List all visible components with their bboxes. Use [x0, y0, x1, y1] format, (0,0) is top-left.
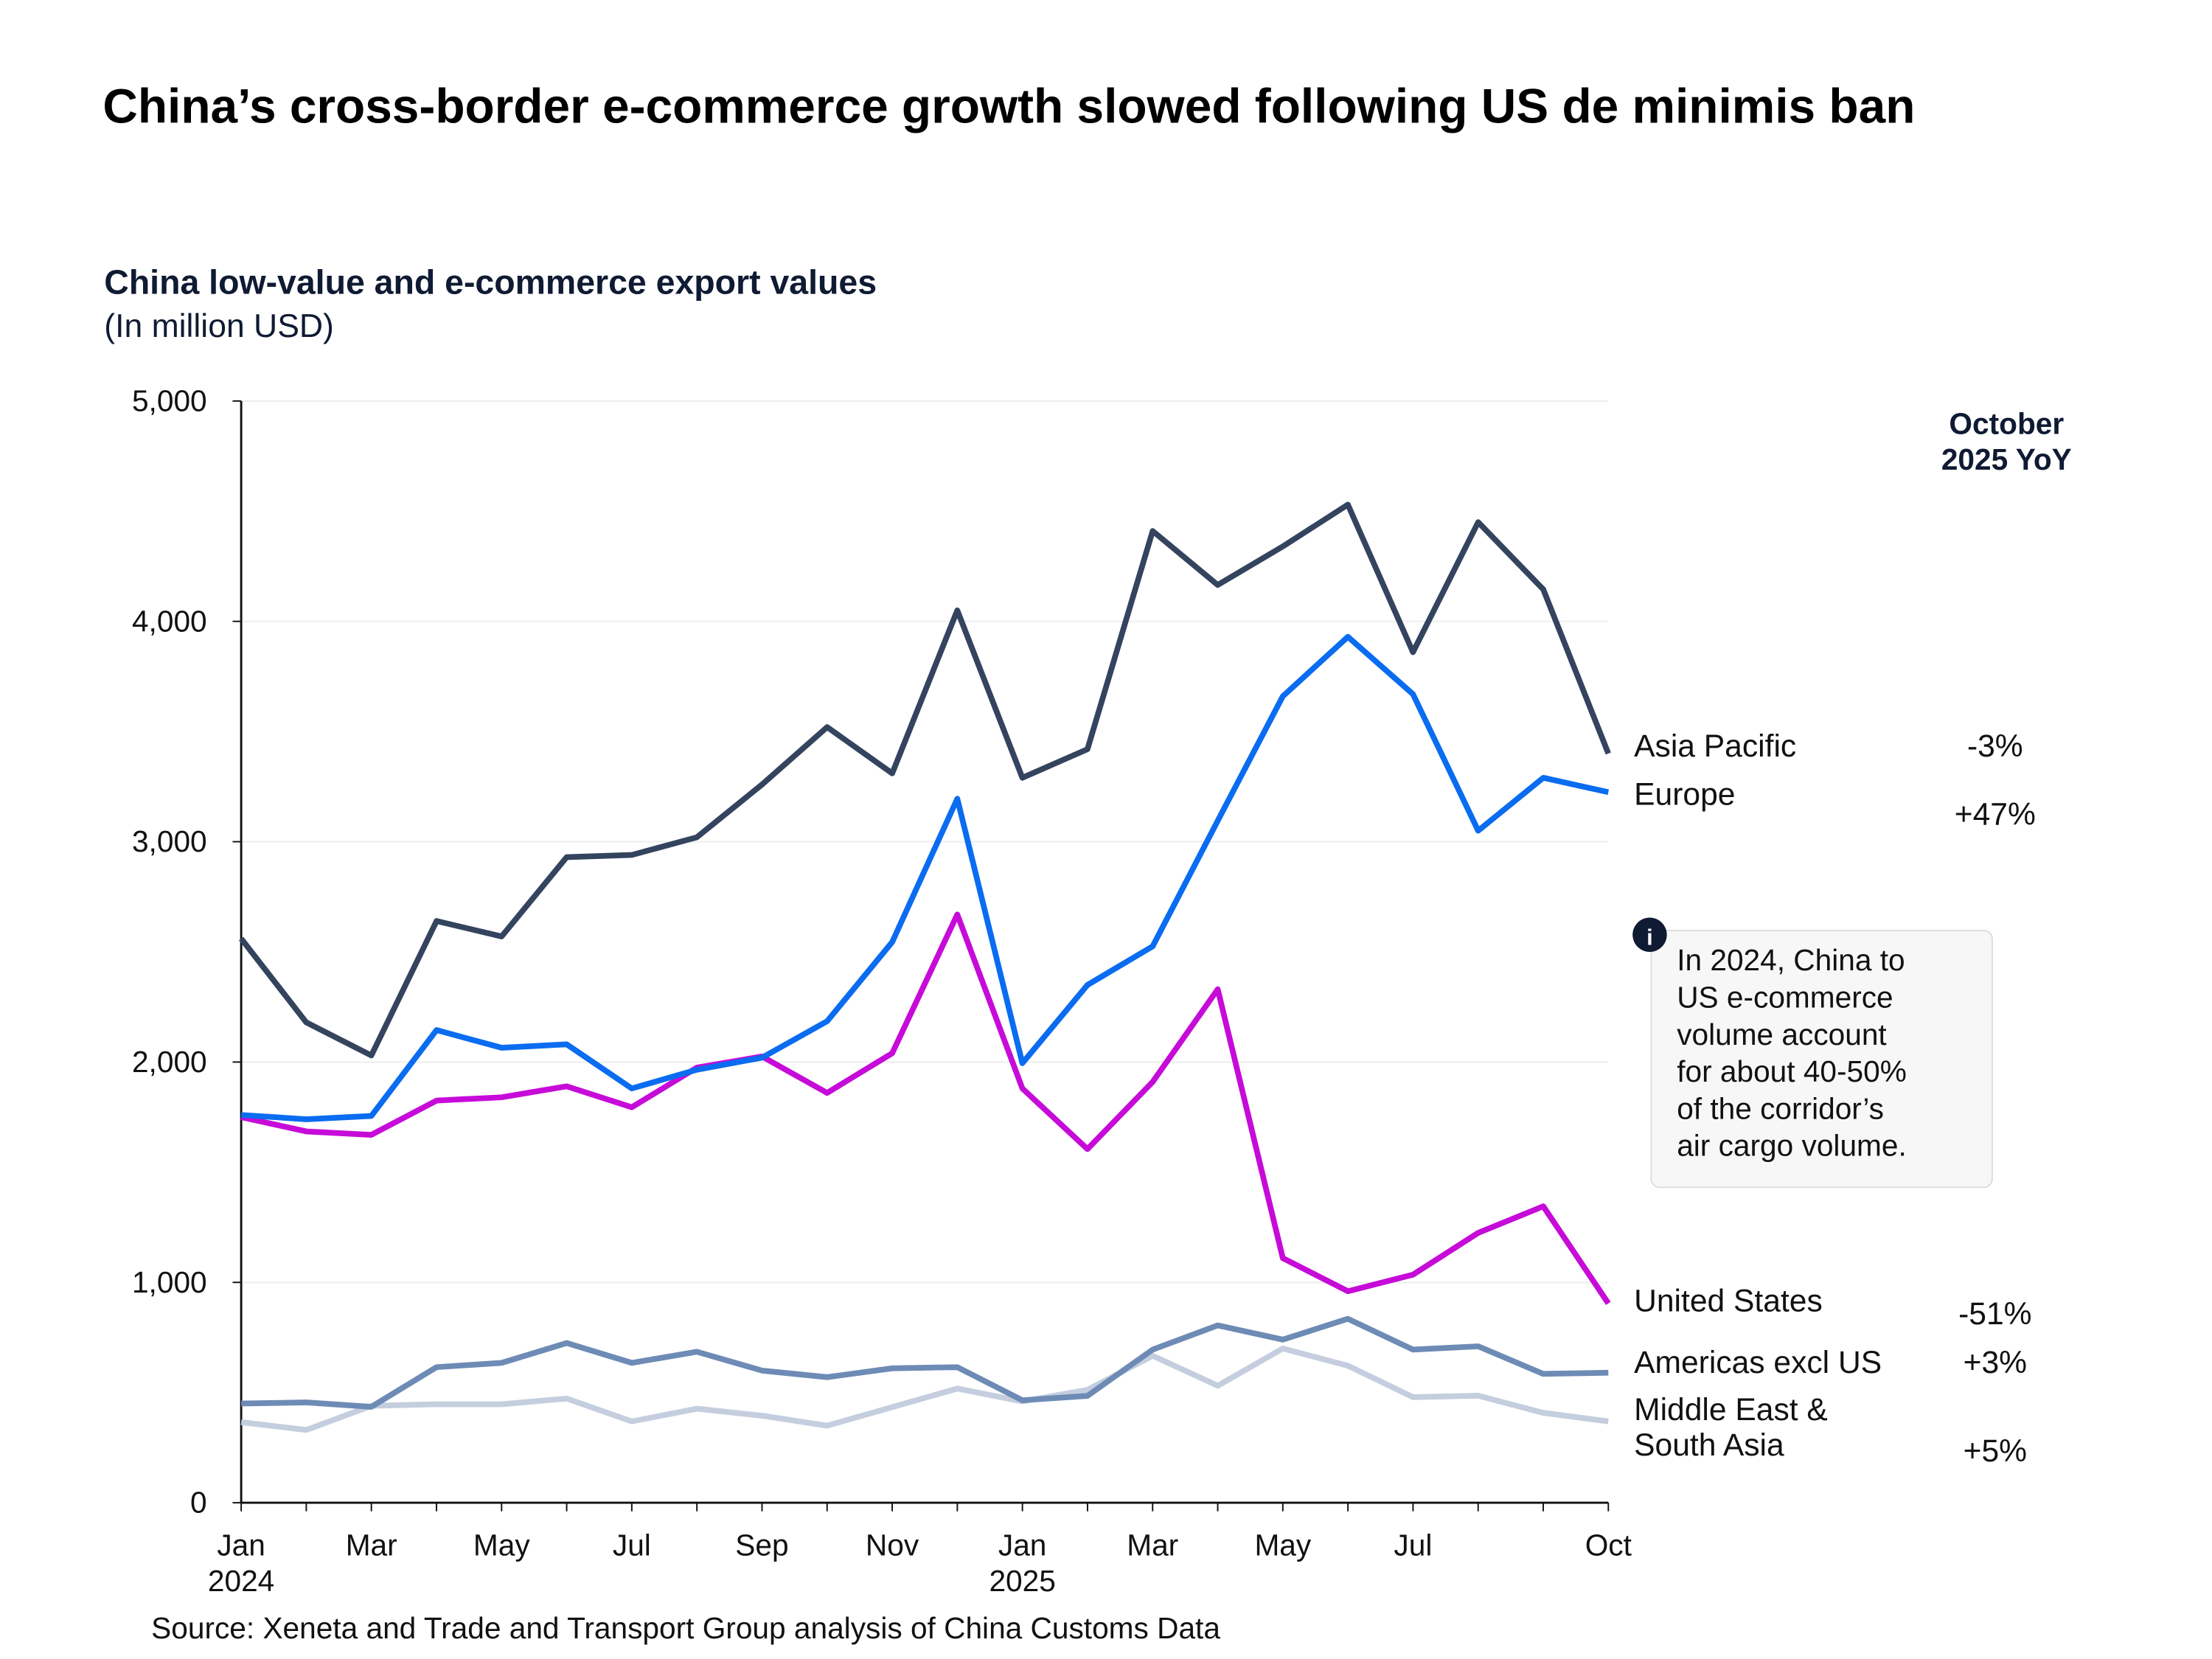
- y-tick-label: 1,000: [132, 1265, 207, 1299]
- series-yoy: +5%: [1964, 1433, 2027, 1469]
- x-tick-label: Jan: [217, 1528, 265, 1562]
- x-tick-label: Jul: [1394, 1528, 1432, 1562]
- series-line: [240, 911, 1611, 1305]
- series-yoy: +3%: [1964, 1345, 2027, 1380]
- y-tick-label: 5,000: [132, 383, 207, 417]
- series-label: Americas excl US: [1634, 1345, 1882, 1380]
- series-yoy: -51%: [1958, 1296, 2031, 1332]
- y-tick-label: 0: [190, 1486, 207, 1520]
- x-tick-label: Nov: [866, 1528, 919, 1562]
- series-label: Middle East &: [1634, 1392, 1828, 1427]
- y-tick-label: 4,000: [132, 604, 207, 638]
- note-box: [1650, 929, 1993, 1189]
- x-tick-year: 2024: [208, 1564, 274, 1598]
- page-title: China’s cross-border e-commerce growth s…: [102, 78, 1915, 133]
- note-line: US e-commerce: [1677, 980, 1893, 1014]
- source-note: Source: Xeneta and Trade and Transport G…: [151, 1611, 1220, 1645]
- x-tick-label: Mar: [1127, 1528, 1178, 1562]
- x-tick-label: Oct: [1585, 1528, 1632, 1562]
- series-yoy: +47%: [1955, 797, 2036, 832]
- yoy-header-1: October: [1949, 406, 2064, 440]
- x-tick-label: Jan: [998, 1528, 1047, 1562]
- series-label: Europe: [1634, 777, 1735, 813]
- series-line: [239, 501, 1611, 1059]
- chart-title: China low-value and e-commerce export va…: [104, 263, 877, 302]
- series-line: [240, 1345, 1609, 1433]
- series-yoy: -3%: [1967, 728, 2023, 764]
- y-tick-label: 3,000: [132, 824, 207, 858]
- note-line: of the corridor’s: [1677, 1091, 1884, 1125]
- series-label: South Asia: [1634, 1427, 1784, 1463]
- x-tick-label: Jul: [613, 1528, 651, 1562]
- yoy-header-2: 2025 YoY: [1941, 442, 2072, 476]
- series-line: [241, 1315, 1609, 1410]
- note-line: volume account: [1677, 1018, 1887, 1051]
- y-tick-label: 2,000: [132, 1045, 207, 1079]
- x-tick-label: Mar: [346, 1528, 397, 1562]
- x-tick-label: Sep: [735, 1528, 788, 1562]
- x-tick-year: 2025: [989, 1564, 1055, 1598]
- note-line: for about 40-50%: [1677, 1054, 1907, 1088]
- info-icon: [1632, 917, 1667, 952]
- x-tick-label: May: [1254, 1528, 1311, 1562]
- series-label: Asia Pacific: [1634, 728, 1796, 764]
- series-line: [240, 633, 1610, 1122]
- note-line: air cargo volume.: [1677, 1129, 1907, 1163]
- x-tick-label: May: [473, 1528, 530, 1562]
- series-label: United States: [1634, 1284, 1823, 1319]
- note-line: In 2024, China to: [1677, 943, 1905, 977]
- info-icon-glyph: i: [1646, 924, 1653, 950]
- chart-subtitle: (In million USD): [104, 308, 334, 344]
